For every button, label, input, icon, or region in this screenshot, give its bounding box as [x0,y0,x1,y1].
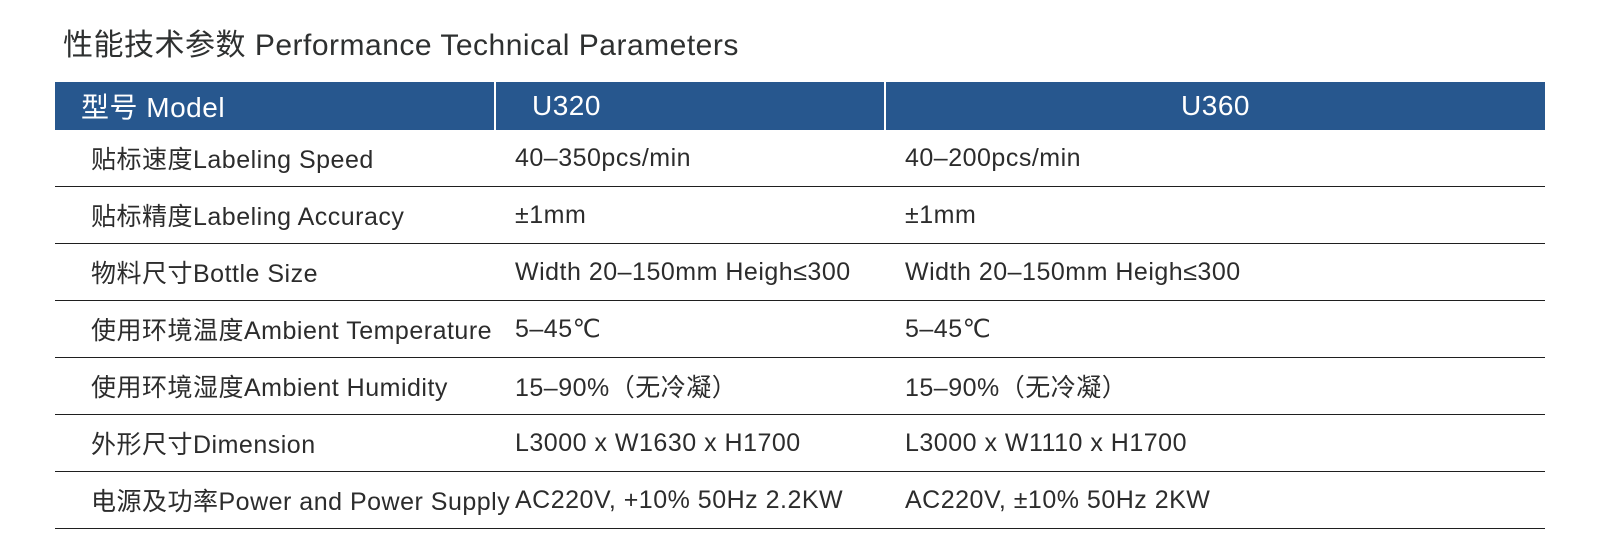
row-label: 外形尺寸Dimension [55,415,495,472]
row-label: 贴标速度Labeling Speed [55,130,495,187]
row-value-u320: ±1mm [495,187,885,244]
table-row: 贴标速度Labeling Speed 40–350pcs/min 40–200p… [55,130,1545,187]
row-value-u320: 40–350pcs/min [495,130,885,187]
row-value-u320: 5–45℃ [495,301,885,358]
row-value-u360: 40–200pcs/min [885,130,1545,187]
table-row: 外形尺寸Dimension L3000 x W1630 x H1700 L300… [55,415,1545,472]
row-value-u320: L3000 x W1630 x H1700 [495,415,885,472]
page-title: 性能技术参数 Performance Technical Parameters [63,20,1545,64]
row-value-u360: Width 20–150mm Heigh≤300 [885,244,1545,301]
col-header-model: 型号 Model [55,82,495,130]
row-value-u360: AC220V, ±10% 50Hz 2KW [885,472,1545,529]
row-label: 使用环境湿度Ambient Humidity [55,358,495,415]
row-label: 贴标精度Labeling Accuracy [55,187,495,244]
row-label: 使用环境温度Ambient Temperature [55,301,495,358]
table-row: 物料尺寸Bottle Size Width 20–150mm Heigh≤300… [55,244,1545,301]
table-row: 贴标精度Labeling Accuracy ±1mm ±1mm [55,187,1545,244]
col-header-u360: U360 [885,82,1545,130]
row-value-u360: ±1mm [885,187,1545,244]
row-label: 电源及功率Power and Power Supply [55,472,495,529]
row-value-u320: AC220V, +10% 50Hz 2.2KW [495,472,885,529]
table-header-row: 型号 Model U320 U360 [55,82,1545,130]
col-header-u320: U320 [495,82,885,130]
spec-table: 型号 Model U320 U360 贴标速度Labeling Speed 40… [55,82,1545,529]
row-value-u360: L3000 x W1110 x H1700 [885,415,1545,472]
table-row: 使用环境湿度Ambient Humidity 15–90%（无冷凝） 15–90… [55,358,1545,415]
row-value-u360: 15–90%（无冷凝） [885,358,1545,415]
row-value-u360: 5–45℃ [885,301,1545,358]
table-row: 使用环境温度Ambient Temperature 5–45℃ 5–45℃ [55,301,1545,358]
table-row: 电源及功率Power and Power Supply AC220V, +10%… [55,472,1545,529]
row-label: 物料尺寸Bottle Size [55,244,495,301]
row-value-u320: Width 20–150mm Heigh≤300 [495,244,885,301]
row-value-u320: 15–90%（无冷凝） [495,358,885,415]
